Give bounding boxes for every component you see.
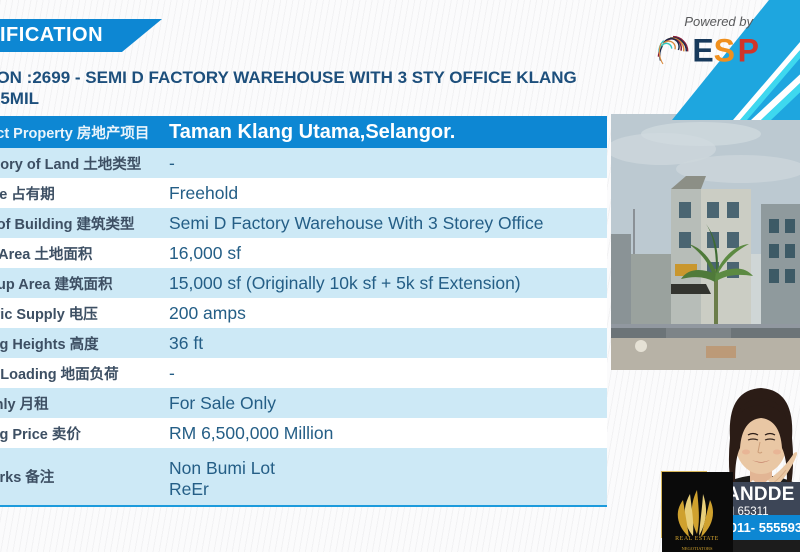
svg-text:NEGOTIATORS: NEGOTIATORS — [682, 546, 713, 551]
svg-text:E: E — [692, 32, 713, 68]
svg-text:P: P — [738, 32, 759, 68]
svg-text:REAL ESTATE: REAL ESTATE — [675, 536, 719, 542]
svg-text:S: S — [714, 32, 735, 68]
